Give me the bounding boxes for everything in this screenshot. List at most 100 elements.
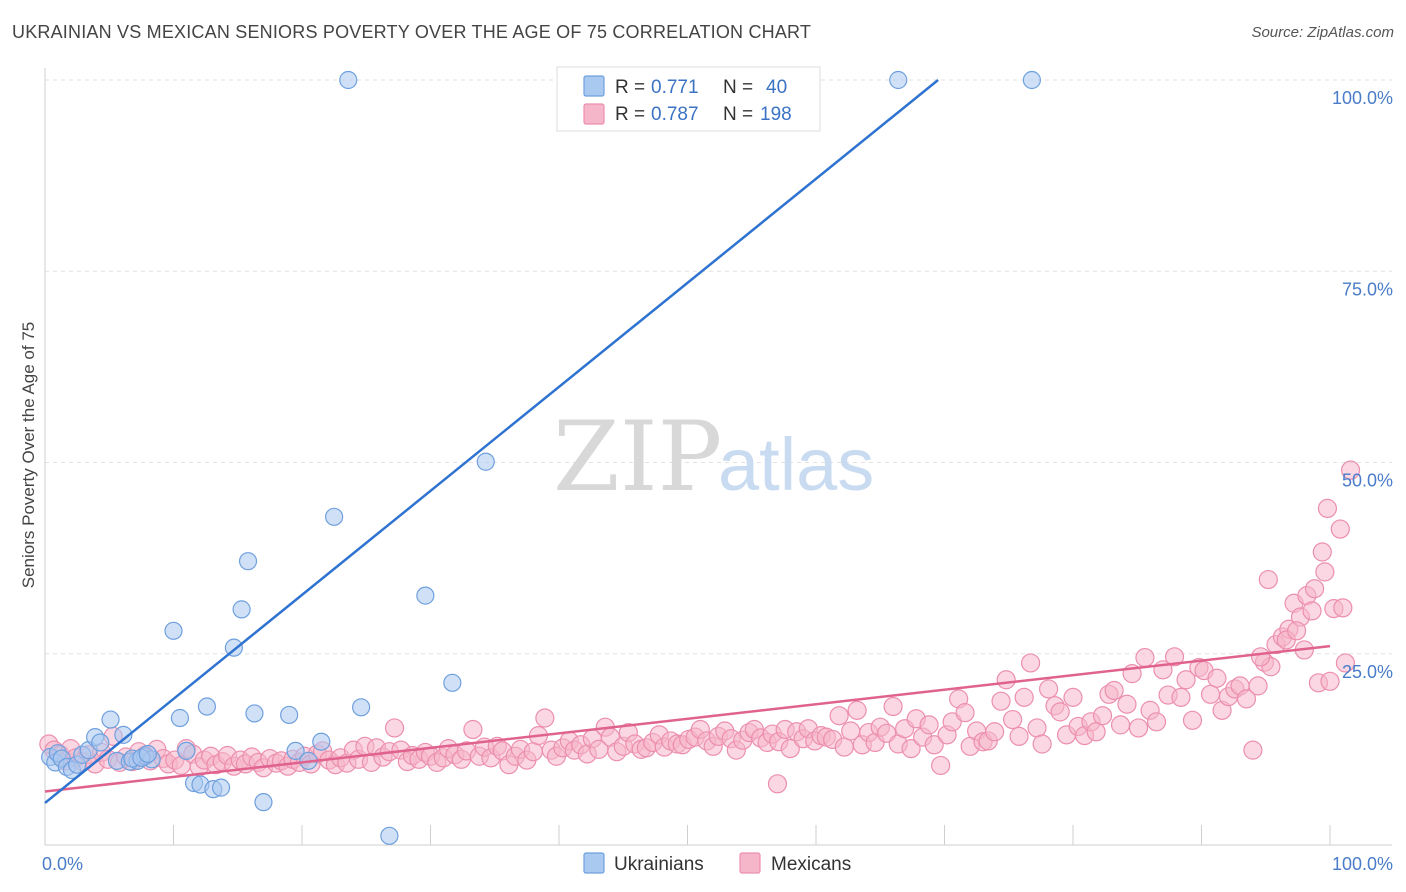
mexicans-point-220 [1304,579,1325,599]
chart-title: UKRAINIAN VS MEXICAN SENIORS POVERTY OVE… [12,22,812,42]
trend-lines [44,79,1331,804]
y-tick-label-3: 100.0% [1332,88,1393,108]
y-tick-labels: 25.0% 50.0% 75.0% 100.0% [1332,88,1393,682]
watermark-atlas: atlas [718,423,874,506]
mexicans-point-182 [1128,718,1149,738]
series-legend: Ukrainians Mexicans [583,852,851,875]
axes [44,68,1392,846]
mexicans-point-200 [1236,689,1257,709]
mexicans-point-227 [1333,598,1353,618]
legend-r-value-ukrainians: 0.771 [651,77,699,98]
mexicans-point-211 [1302,601,1322,621]
y-tick-label-1: 50.0% [1342,471,1393,491]
mexicans-point-180 [1117,694,1137,714]
mexicans-point-221 [1312,542,1332,562]
mexicans-point-183 [1135,647,1155,668]
mexicans-point-144 [901,739,921,759]
mexicans-point-175 [1086,722,1106,742]
mexicans-point-149 [931,755,951,776]
ukrainians-point-37 [312,732,331,751]
mexicans-point-176 [1092,706,1113,726]
legend-r-value-mexicans: 0.787 [651,104,699,125]
watermark-zip: ZIP [553,401,722,513]
legend-swatch-ukrainians [583,75,605,97]
legend-n-value-mexicans: 198 [760,104,792,125]
y-tick-label-2: 75.0% [1342,279,1393,299]
mexicans-point-135 [847,700,867,720]
mexicans-point-153 [955,703,975,723]
ukrainians-point-11 [101,710,120,729]
ukrainians-point-41 [416,586,435,605]
mexicans-point-133 [834,737,854,757]
x-tick-label-0: 0.0% [42,854,83,874]
mexicans-point-225 [1335,653,1356,673]
mexicans-point-226 [1340,460,1361,480]
mexicans-point-164 [1020,653,1041,673]
mexicans-point-167 [1038,679,1059,699]
mexicans-point-201 [1243,740,1263,760]
ukrainians-point-44 [339,70,358,90]
mexicans-point-166 [1032,734,1052,754]
mexicans-point-83 [535,708,555,728]
y-axis-label: Seniors Poverty Over the Age of 75 [19,322,38,588]
mexicans-point-158 [985,722,1005,742]
mexicans-point-178 [1104,680,1124,701]
mexicans-point-190 [1176,670,1196,690]
mexicans-point-191 [1182,710,1203,730]
y-tick-label-0: 25.0% [1342,662,1393,682]
legend-r-label-ukrainians: R = [615,77,645,98]
series-legend-swatch-mexicans [739,852,761,874]
ukrainians-point-13 [114,725,133,744]
mexicans-point-169 [1050,702,1070,722]
mexicans-point-189 [1171,687,1191,707]
mexicans-point-215 [1251,647,1271,667]
mexicans-point-216 [1258,569,1278,590]
ukrainians-point-32 [245,704,264,723]
ukrainians-point-31 [238,552,258,571]
mexicans-point-124 [780,739,800,759]
ukrainians-point-10 [91,733,110,752]
ukrainians-trend-line [44,79,939,804]
ukrainians-point-20 [138,744,157,764]
ukrainians-point-38 [325,507,344,526]
watermark: ZIP atlas [553,401,874,513]
ukrainians-point-23 [177,741,196,761]
mexicans-point-179 [1110,715,1131,735]
ukrainians-point-42 [443,673,462,692]
mexicans-trend-line [44,644,1331,793]
ukrainians-point-28 [211,778,231,797]
ukrainians-point-26 [197,697,217,716]
legend-swatch-mexicans [583,103,605,125]
ukrainians-point-40 [380,826,399,845]
mexicans-point-188 [1164,647,1185,667]
ukrainians-point-33 [254,793,273,812]
ukrainians-point-21 [164,621,183,640]
mexicans-point-171 [1063,687,1083,707]
mexicans-point-224 [1330,519,1350,539]
mexicans-point-148 [924,735,944,755]
ukrainians-points [41,70,1041,845]
source-credit: Source: ZipAtlas.com [1251,24,1394,41]
mexicans-point-218 [1286,621,1307,641]
legend-r-label-mexicans: R = [615,104,645,125]
series-legend-swatch-ukrainians [583,852,605,874]
mexicans-point-147 [919,715,939,735]
x-tick-label-1: 100.0% [1332,854,1393,874]
ukrainians-point-30 [232,600,251,619]
mexicans-point-194 [1200,684,1221,704]
mexicans-point-58 [384,718,405,738]
series-legend-label-ukrainians: Ukrainians [614,854,704,875]
mexicans-point-141 [883,696,903,717]
legend-n-value-ukrainians: 40 [766,77,787,98]
mexicans-point-161 [1003,709,1023,730]
ukrainians-point-22 [170,708,190,728]
mexicans-point-81 [523,742,543,762]
ukrainians-point-34 [280,705,299,725]
ukrainians-point-46 [889,70,908,90]
mexicans-point-214 [1320,671,1340,691]
mexicans-point-185 [1146,712,1167,732]
ukrainians-point-35 [286,741,305,761]
series-legend-label-mexicans: Mexicans [771,854,851,875]
mexicans-point-195 [1207,668,1227,688]
